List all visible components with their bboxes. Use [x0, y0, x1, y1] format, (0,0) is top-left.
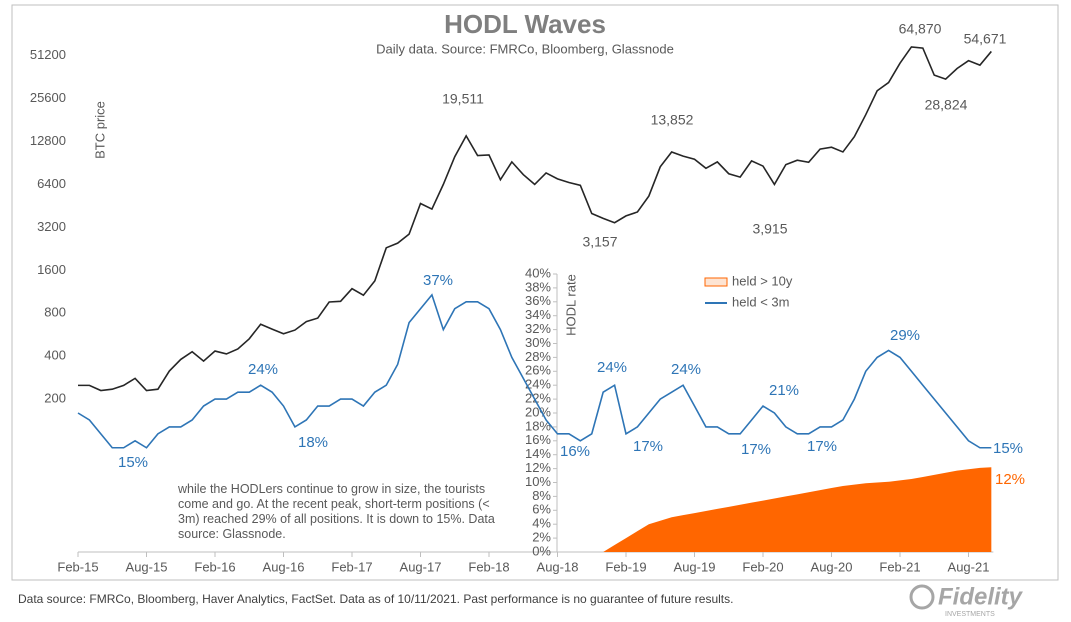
y2-tick-label: 34% — [525, 307, 551, 322]
y2-tick-label: 12% — [525, 460, 551, 475]
x-tick-label: Aug-21 — [948, 559, 990, 574]
y2-tick-label: 20% — [525, 404, 551, 419]
annotation: 17% — [741, 441, 771, 458]
x-tick-label: Aug-20 — [811, 559, 853, 574]
note: while the HODLers continue to grow in si… — [178, 482, 495, 541]
x-tick-label: Feb-21 — [879, 559, 920, 574]
annotation: 17% — [633, 438, 663, 455]
annotation: 3,157 — [582, 234, 617, 250]
legend-label: held < 3m — [732, 294, 789, 309]
x-tick-label: Feb-20 — [742, 559, 783, 574]
x-tick-label: Feb-17 — [331, 559, 372, 574]
y2-tick-label: 22% — [525, 391, 551, 406]
annotation: 16% — [560, 443, 590, 460]
annotation: 19,511 — [442, 91, 484, 107]
x-tick-label: Aug-17 — [400, 559, 442, 574]
annotation: 29% — [890, 327, 920, 344]
annotation: 17% — [807, 438, 837, 455]
legend-swatch — [704, 277, 728, 287]
x-tick-label: Feb-16 — [194, 559, 235, 574]
annotation: 37% — [423, 272, 453, 289]
area — [603, 467, 992, 552]
annotation: 64,870 — [899, 21, 942, 37]
y-tick-label: 800 — [44, 305, 66, 320]
annotation: 28,824 — [925, 97, 968, 113]
y-tick-label: 3200 — [37, 219, 66, 234]
y-tick-label: 51200 — [30, 47, 66, 62]
chart-title: HODL Waves — [444, 9, 606, 39]
y2-tick-label: 30% — [525, 335, 551, 350]
y2-tick-label: 40% — [525, 265, 551, 280]
y-tick-label: 6400 — [37, 176, 66, 191]
y2-tick-label: 6% — [532, 502, 551, 517]
y2-tick-label: 32% — [525, 321, 551, 336]
y2-tick-label: 14% — [525, 446, 551, 461]
y2-tick-label: 4% — [532, 516, 551, 531]
x-tick-label: Aug-19 — [674, 559, 716, 574]
line — [78, 46, 992, 392]
annotation: 18% — [298, 434, 328, 451]
y2-tick-label: 2% — [532, 530, 551, 545]
y2-tick-label: 8% — [532, 488, 551, 503]
annotation: 3,915 — [752, 221, 787, 237]
y2-tick-label: 28% — [525, 349, 551, 364]
y2-tick-label: 38% — [525, 279, 551, 294]
annotation: 13,852 — [651, 112, 694, 128]
annotation: 12% — [995, 471, 1025, 488]
y-tick-label: 400 — [44, 348, 66, 363]
y2-tick-label: 36% — [525, 293, 551, 308]
line — [77, 293, 992, 449]
x-tick-label: Aug-16 — [263, 559, 305, 574]
annotation: 15% — [118, 454, 148, 471]
x-tick-label: Feb-18 — [468, 559, 509, 574]
y-tick-label: 12800 — [30, 133, 66, 148]
y-tick-label: 1600 — [37, 262, 66, 277]
annotation: 24% — [671, 361, 701, 378]
y2-tick-label: 16% — [525, 432, 551, 447]
y-tick-label: 25600 — [30, 90, 66, 105]
y2-tick-label: 10% — [525, 474, 551, 489]
y-axis-label: BTC price — [92, 101, 107, 159]
x-tick-label: Aug-15 — [126, 559, 168, 574]
subtitle: Daily data. Source: FMRCo, Bloomberg, Gl… — [376, 41, 674, 56]
annotation: 15% — [993, 440, 1023, 457]
annotation: 24% — [248, 361, 278, 378]
y2-tick-label: 0% — [532, 543, 551, 558]
logo-sub: INVESTMENTS — [945, 611, 995, 618]
y-tick-label: 200 — [44, 391, 66, 406]
y2-axis-label: HODL rate — [563, 274, 578, 336]
y2-tick-label: 24% — [525, 377, 551, 392]
x-tick-label: Aug-18 — [537, 559, 579, 574]
annotation: 54,671 — [964, 31, 1007, 47]
y2-tick-label: 26% — [525, 363, 551, 378]
annotation: 21% — [769, 382, 799, 399]
footer: Data source: FMRCo, Bloomberg, Haver Ana… — [18, 592, 733, 606]
logo: Fidelity — [938, 583, 1024, 610]
frame — [11, 4, 1059, 581]
x-tick-label: Feb-19 — [605, 559, 646, 574]
logo-icon — [909, 584, 935, 610]
x-tick-label: Feb-15 — [57, 559, 98, 574]
legend-label: held > 10y — [732, 273, 793, 288]
y2-tick-label: 18% — [525, 418, 551, 433]
annotation: 24% — [597, 359, 627, 376]
